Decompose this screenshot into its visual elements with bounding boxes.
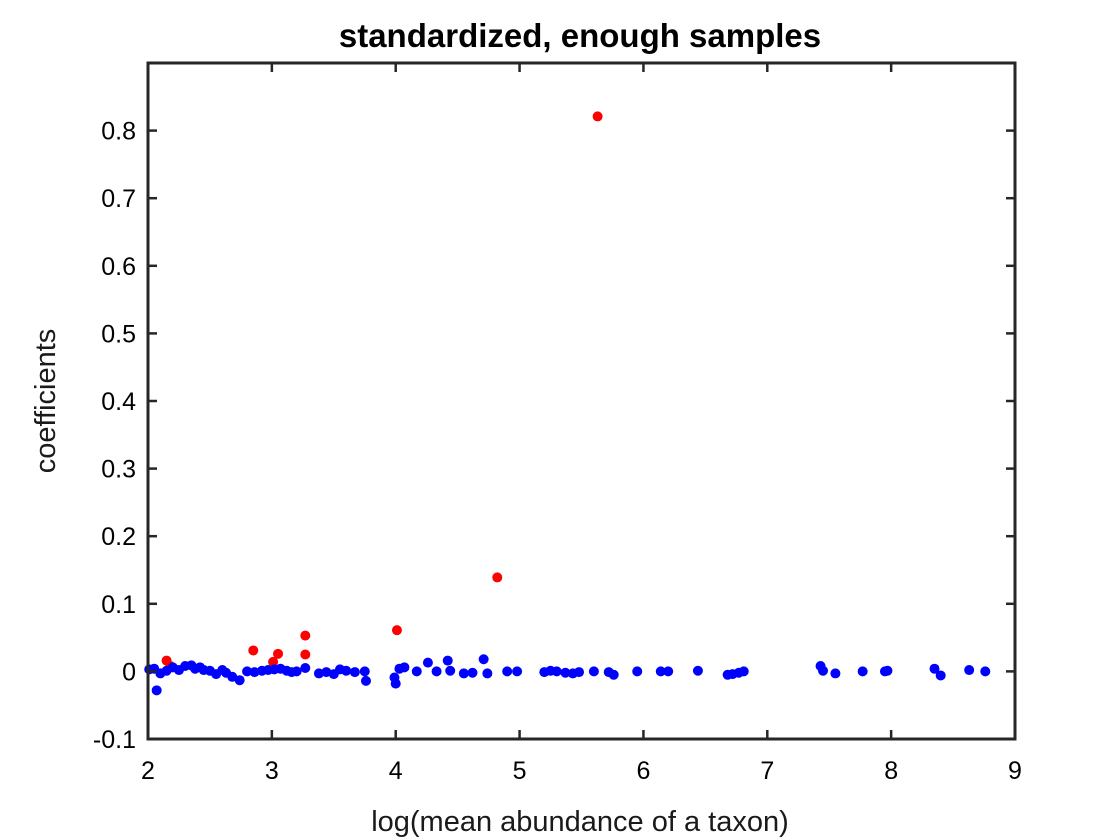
blue-data-point	[655, 666, 666, 677]
blue-data-point	[882, 665, 893, 676]
blue-data-point	[390, 678, 401, 689]
blue-data-point	[588, 666, 599, 677]
blue-data-point	[478, 654, 489, 665]
x-tick-label: 8	[884, 757, 898, 785]
x-tick-label: 5	[513, 757, 527, 785]
red-data-point	[248, 645, 259, 656]
blue-data-point	[818, 665, 829, 676]
y-tick-label: 0.5	[101, 320, 136, 348]
blue-data-point	[632, 666, 643, 677]
y-tick-label: 0.1	[101, 591, 136, 619]
red-data-point	[300, 649, 311, 660]
blue-data-point	[560, 667, 571, 678]
blue-data-point	[458, 668, 469, 679]
blue-data-point	[980, 666, 991, 677]
blue-data-point	[830, 668, 841, 679]
blue-data-point	[422, 657, 433, 668]
red-data-point	[592, 111, 603, 122]
x-tick-label: 4	[389, 757, 403, 785]
blue-data-point	[608, 669, 619, 680]
blue-data-point	[442, 655, 453, 666]
blue-data-point	[857, 666, 868, 677]
blue-data-point	[300, 663, 311, 674]
blue-data-point	[964, 665, 975, 676]
y-tick-label: 0.7	[101, 185, 136, 213]
blue-data-point	[242, 666, 253, 677]
blue-data-point	[512, 666, 523, 677]
y-tick-label: 0.6	[101, 253, 136, 281]
blue-data-point	[341, 665, 352, 676]
blue-data-point	[431, 666, 442, 677]
red-data-point	[273, 648, 284, 659]
blue-data-point	[234, 675, 245, 686]
blue-data-point	[360, 675, 371, 686]
x-tick-label: 9	[1008, 757, 1022, 785]
blue-data-point	[151, 685, 162, 696]
chart-title: standardized, enough samples	[339, 17, 821, 54]
blue-data-point	[502, 666, 513, 677]
red-data-point	[268, 656, 279, 667]
x-tick-label: 6	[636, 757, 650, 785]
blue-data-point	[399, 662, 410, 673]
x-tick-label: 7	[760, 757, 774, 785]
blue-data-point	[929, 663, 940, 674]
data-points-layer	[144, 111, 991, 696]
blue-data-point	[574, 667, 585, 678]
blue-data-point	[359, 666, 370, 677]
y-tick-label: 0	[122, 658, 136, 686]
blue-data-point	[738, 666, 749, 677]
blue-data-point	[551, 666, 562, 677]
blue-data-point	[692, 665, 703, 676]
blue-data-point	[663, 666, 674, 677]
x-tick-label: 2	[141, 757, 155, 785]
blue-data-point	[249, 667, 260, 678]
blue-data-point	[467, 667, 478, 678]
x-tick-label: 3	[265, 757, 279, 785]
blue-data-point	[482, 668, 493, 679]
red-data-point	[492, 572, 503, 583]
red-data-point	[391, 625, 402, 636]
red-data-point	[300, 630, 311, 641]
blue-data-point	[227, 671, 238, 682]
y-tick-label: 0.8	[101, 118, 136, 146]
blue-data-point	[349, 667, 360, 678]
y-tick-label: 0.4	[101, 388, 136, 416]
y-tick-label: 0.3	[101, 456, 136, 484]
blue-data-point	[935, 670, 946, 681]
blue-data-point	[313, 668, 324, 679]
y-tick-label: 0.2	[101, 523, 136, 551]
blue-data-point	[445, 665, 456, 676]
x-axis-label: log(mean abundance of a taxon)	[371, 806, 789, 838]
blue-data-point	[291, 666, 302, 677]
y-axis-label: coefficients	[30, 329, 62, 474]
axis-ticks: 2 3 4 5 6 7 8 9 -0.1 0 0.1 0.2 0.3 0.4 0.5 0.6 0.7 0.8	[93, 63, 1022, 785]
blue-data-point	[411, 666, 422, 677]
y-tick-label: -0.1	[93, 726, 136, 754]
